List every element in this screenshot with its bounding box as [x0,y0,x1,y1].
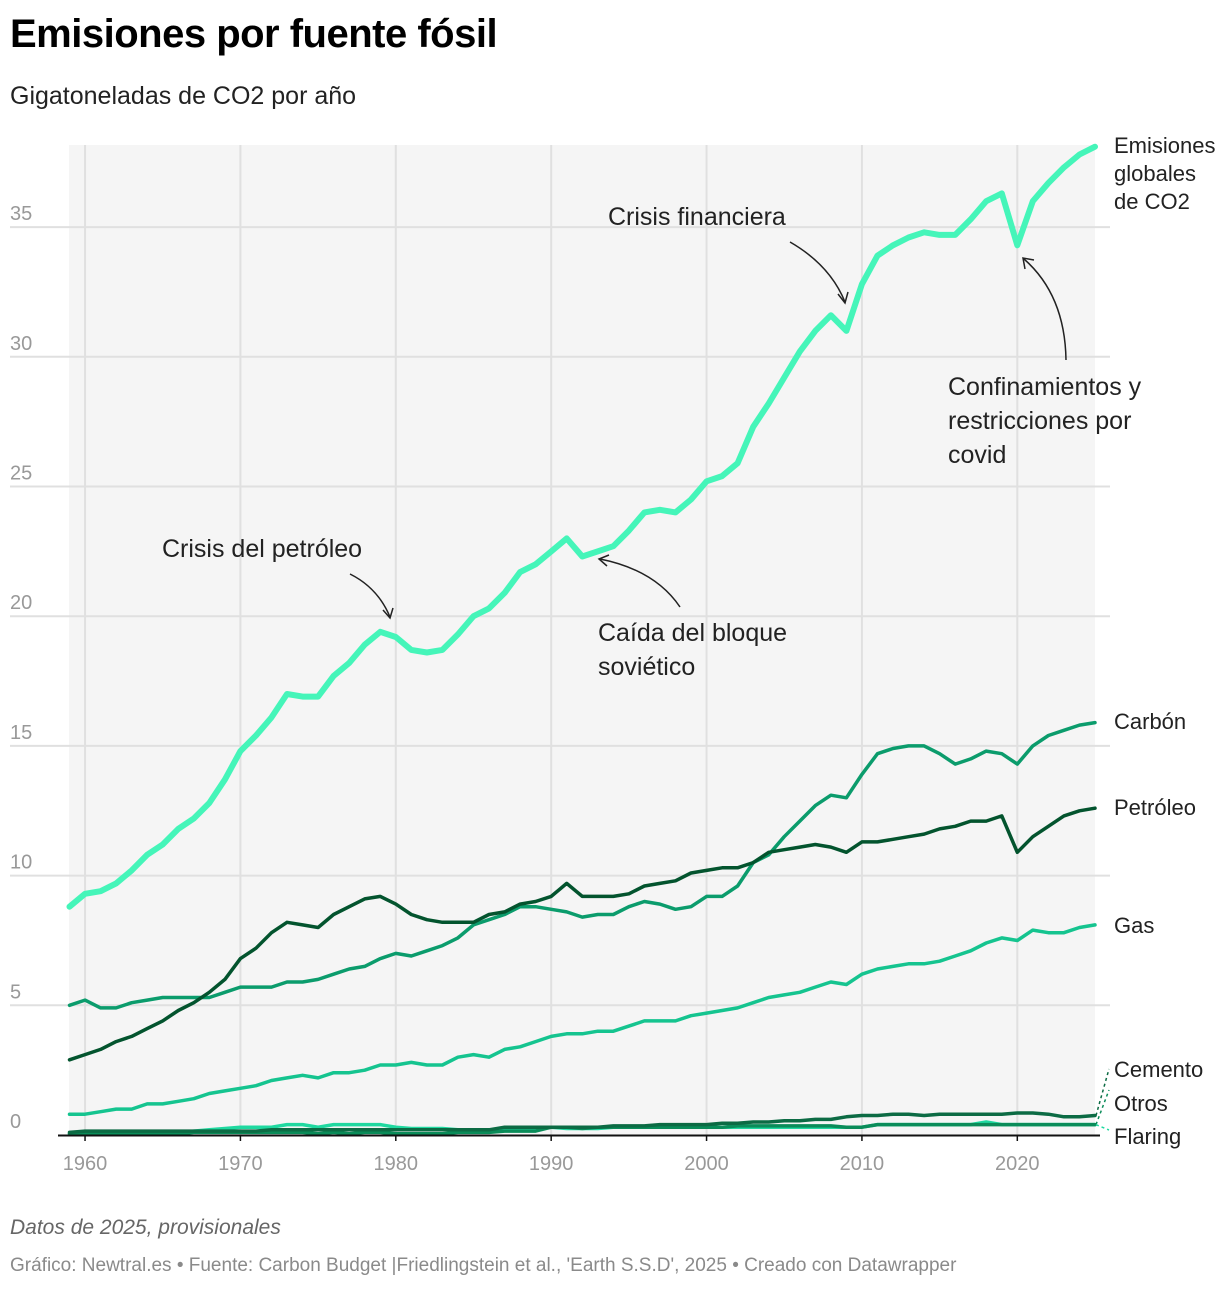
series-label: Emisiones [1114,133,1215,158]
x-tick-label: 1970 [218,1153,263,1175]
annotation-arrow [599,558,681,608]
chart-subtitle: Gigatoneladas de CO2 por año [10,82,357,110]
y-tick-label: 25 [10,463,32,485]
x-tick-label: 1980 [374,1153,419,1175]
annotation-text: restricciones por [948,407,1131,435]
gridlines [10,145,1110,1135]
y-tick-label: 0 [10,1111,21,1133]
series-label: Cemento [1114,1057,1203,1082]
series-line-cemento [67,1111,1097,1135]
series-label: Carbón [1114,709,1186,734]
plot-area [69,145,1095,1135]
chart-title: Emisiones por fuente fósil [10,12,498,56]
series-label: Otros [1114,1091,1168,1116]
series-line-carb-n [67,720,1097,1010]
x-tick-label: 1960 [63,1153,108,1175]
series-line-gas [67,923,1097,1116]
arrowhead-icon [837,291,849,305]
y-tick-label: 20 [10,592,32,614]
source-credit: Gráfico: Newtral.es • Fuente: Carbon Bud… [10,1255,957,1276]
annotation-arrow [789,241,846,303]
annotation-text: soviético [598,653,695,681]
annotation-text: covid [948,441,1006,469]
arrowhead-icon [1022,257,1035,270]
series-label: Flaring [1114,1124,1181,1149]
annotation-text: Crisis del petróleo [162,535,362,563]
annotation-crisis-financiera: Crisis financiera [608,203,849,305]
annotation-text: Confinamientos y [948,373,1142,401]
y-tick-label: 5 [10,981,21,1003]
arrowhead-icon [597,554,610,567]
arrowhead-icon [382,607,394,620]
series-label: globales [1114,161,1196,186]
annotation-text: Crisis financiera [608,203,786,231]
x-axis: 1960 1970 1980 1990 2000 2010 2020 [63,1135,1040,1175]
annotation-caida-bloque: Caída del bloque soviético [597,554,787,681]
y-tick-label: 30 [10,333,32,355]
annotation-arrow [1023,258,1067,361]
data-note: Datos de 2025, provisionales [10,1216,281,1239]
series-label: Gas [1114,913,1154,938]
series-labels: Emisiones globales de CO2 Carbón Petróleo Gas… [1095,133,1215,1149]
series-label: Petróleo [1114,795,1196,820]
x-tick-label: 2020 [995,1153,1040,1175]
annotation-crisis-petroleo: Crisis del petróleo [162,535,394,620]
label-leader-line [1095,1068,1110,1116]
annotation-covid: Confinamientos y restricciones por covid [948,257,1142,469]
series-line-petr-leo [67,806,1097,1062]
y-tick-label: 35 [10,203,32,225]
y-axis: 0 5 10 15 20 25 30 35 [10,203,32,1133]
label-leader-line [1095,1089,1110,1125]
series-label: de CO2 [1114,189,1190,214]
y-tick-label: 15 [10,722,32,744]
series-line-emisiones-globales-de-co2 [66,143,1098,910]
annotation-arrow [349,573,391,618]
label-leader-line [1095,1123,1110,1131]
x-tick-label: 2010 [840,1153,885,1175]
annotation-text: Caída del bloque [598,619,787,647]
x-tick-label: 2000 [684,1153,729,1175]
y-tick-label: 10 [10,852,32,874]
series-lines [66,143,1098,1136]
x-tick-label: 1990 [529,1153,574,1175]
